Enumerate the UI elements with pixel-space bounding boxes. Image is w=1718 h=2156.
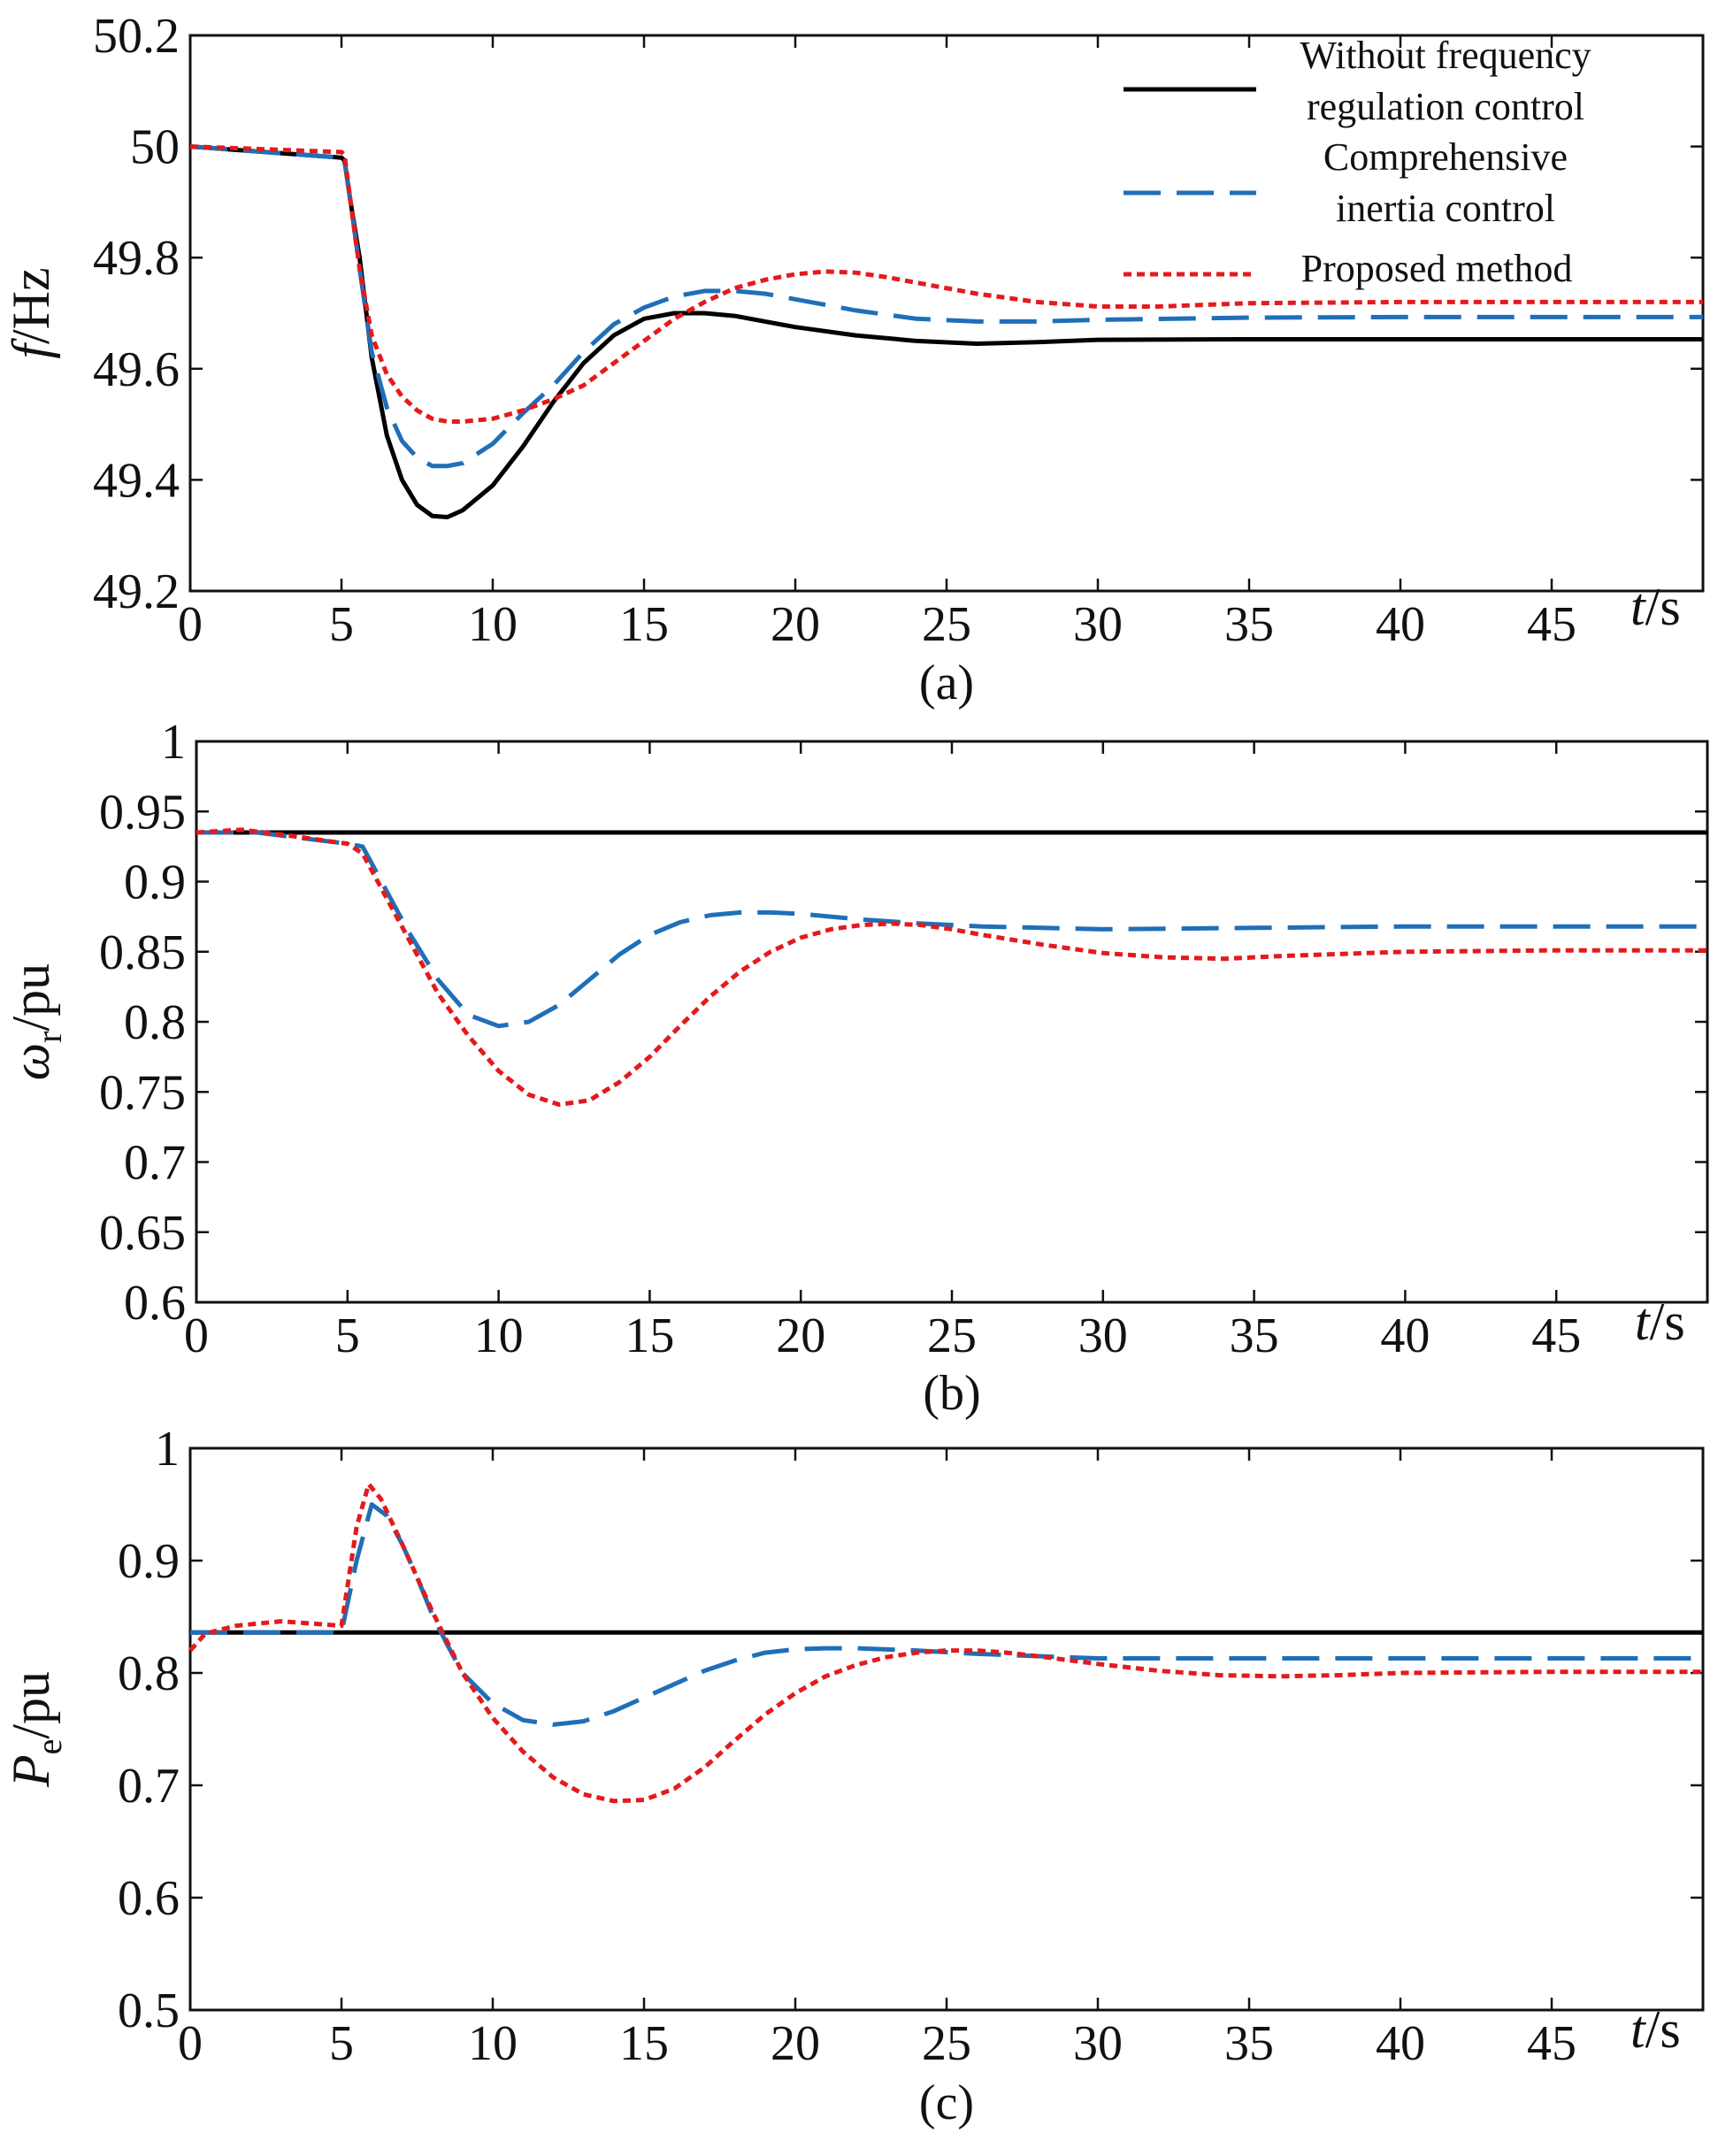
x-tick-label: 45 — [1527, 597, 1576, 652]
x-tick-label: 0 — [178, 597, 203, 652]
x-tick-label: 25 — [922, 597, 971, 652]
x-tick-label: 45 — [1531, 1308, 1581, 1363]
y-tick-label: 0.5 — [118, 1983, 180, 2038]
panel-caption: (c) — [919, 2075, 974, 2130]
series-line-2 — [196, 830, 1707, 1029]
series-line-3 — [189, 144, 1703, 424]
y-tick-label: 0.8 — [124, 995, 186, 1050]
y-tick-label: 0.6 — [124, 1276, 186, 1331]
series-line-3 — [188, 1482, 1703, 1804]
y-tick-label: 0.9 — [124, 855, 186, 910]
panel-caption: (b) — [923, 1366, 980, 1421]
x-tick-label: 35 — [1224, 2016, 1274, 2071]
y-tick-label: 0.6 — [118, 1871, 180, 1926]
legend-label: Proposed method — [1301, 247, 1573, 290]
x-tick-label: 5 — [335, 1308, 360, 1363]
legend-label-line2: regulation control — [1307, 85, 1584, 128]
legend-label: Without frequency — [1300, 34, 1591, 77]
y-tick-label: 0.75 — [99, 1065, 186, 1120]
series-line-3 — [196, 827, 1707, 1107]
legend-label: Comprehensive — [1323, 135, 1568, 179]
y-tick-label: 1 — [155, 1422, 180, 1477]
y-tick-label: 0.65 — [99, 1206, 186, 1261]
x-tick-label: 20 — [771, 597, 820, 652]
y-tick-label: 0.85 — [99, 925, 186, 980]
y-axis-title: f/Hz — [2, 267, 60, 358]
x-tick-label: 40 — [1376, 597, 1425, 652]
x-tick-label: 10 — [474, 1308, 524, 1363]
x-tick-label: 5 — [329, 2016, 354, 2071]
y-tick-label: 0.7 — [124, 1136, 186, 1191]
x-tick-label: 15 — [625, 1308, 674, 1363]
y-tick-label: 1 — [161, 715, 186, 770]
x-tick-label: 20 — [771, 2016, 820, 2071]
x-tick-label: 30 — [1073, 597, 1123, 652]
series-line-2 — [190, 1502, 1703, 1727]
x-tick-label: 20 — [776, 1308, 825, 1363]
legend-label-line2: inertia control — [1336, 187, 1555, 230]
x-tick-label: 15 — [619, 597, 669, 652]
y-tick-label: 49.4 — [93, 453, 180, 508]
x-axis-title: t/s — [1630, 2000, 1681, 2059]
x-tick-label: 25 — [927, 1308, 977, 1363]
x-tick-label: 25 — [922, 2016, 971, 2071]
chart-panel-2: 0 5 10 15 20 25 30 35 40 45 0.6 0.65 0.7 0.75 0.8 0.85 0… — [2, 715, 1709, 1421]
y-axis-title: Pe/pu — [2, 1671, 69, 1788]
y-tick-label: 50 — [130, 120, 180, 175]
x-tick-label: 45 — [1527, 2016, 1576, 2071]
y-tick-label: 0.7 — [118, 1759, 180, 1814]
y-tick-label: 0.9 — [118, 1534, 180, 1589]
series-line-2 — [189, 144, 1703, 469]
x-tick-label: 35 — [1230, 1308, 1279, 1363]
x-axis-title: t/s — [1635, 1293, 1685, 1351]
legend: Without frequency regulation control Compr… — [1124, 34, 1591, 290]
x-tick-label: 5 — [329, 597, 354, 652]
y-tick-label: 49.6 — [93, 342, 180, 397]
chart-panel-1: 0 5 10 15 20 25 30 35 40 45 49.2 49.4 49.6 49.8 50 50.2… — [2, 9, 1705, 710]
plot-frame — [195, 740, 1709, 1304]
x-tick-label: 10 — [468, 597, 518, 652]
series-line-1 — [189, 144, 1703, 519]
y-tick-label: 49.8 — [93, 231, 180, 286]
x-tick-label: 15 — [619, 2016, 669, 2071]
x-tick-label: 30 — [1078, 1308, 1128, 1363]
chart-panel-3: 0 5 10 15 20 25 30 35 40 45 0.5 0.6 0.7 0.8 0.9 1 t/s Pe/… — [2, 1422, 1705, 2130]
x-tick-label: 40 — [1376, 2016, 1425, 2071]
y-tick-label: 50.2 — [93, 9, 180, 64]
x-tick-label: 0 — [178, 2016, 203, 2071]
x-axis-title: t/s — [1630, 578, 1681, 636]
x-tick-label: 10 — [468, 2016, 518, 2071]
y-tick-label: 49.2 — [93, 564, 180, 619]
plot-frame — [188, 1446, 1705, 2012]
x-tick-label: 0 — [184, 1308, 209, 1363]
x-tick-label: 40 — [1380, 1308, 1430, 1363]
y-tick-label: 0.95 — [99, 785, 186, 840]
y-tick-label: 0.8 — [118, 1646, 180, 1701]
x-tick-label: 35 — [1224, 597, 1274, 652]
x-tick-label: 30 — [1073, 2016, 1123, 2071]
y-axis-title: ωr/pu — [2, 963, 69, 1080]
panel-caption: (a) — [919, 656, 974, 710]
